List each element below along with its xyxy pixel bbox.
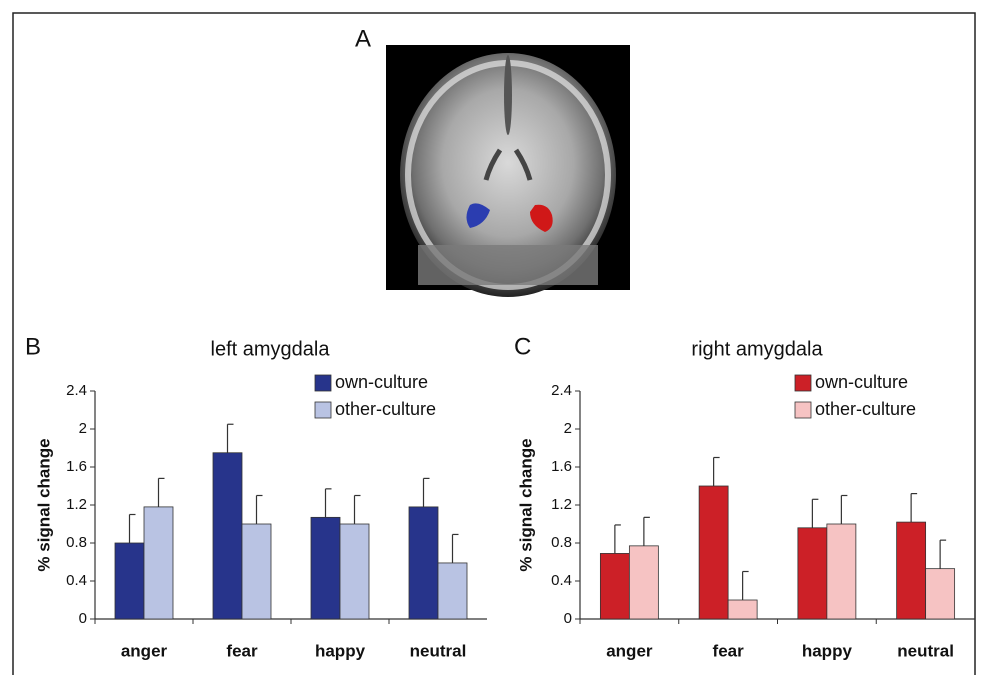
y-tick-label: 1.6 bbox=[551, 458, 572, 475]
y-axis-label: % signal change bbox=[34, 438, 53, 571]
legend-swatch bbox=[795, 402, 811, 418]
bar bbox=[728, 600, 757, 619]
brain-image bbox=[386, 45, 630, 297]
y-tick-label: 0.4 bbox=[66, 572, 87, 589]
y-tick-label: 0.4 bbox=[551, 572, 572, 589]
y-tick-label: 1.6 bbox=[66, 458, 87, 475]
legend-label: own-culture bbox=[335, 372, 428, 392]
bar bbox=[409, 507, 438, 619]
bar bbox=[926, 569, 955, 619]
bar bbox=[897, 522, 926, 619]
x-tick-label: neutral bbox=[410, 641, 467, 660]
y-axis-label: % signal change bbox=[516, 438, 535, 571]
legend-swatch bbox=[315, 375, 331, 391]
bar bbox=[311, 517, 340, 619]
panel-label: B bbox=[25, 333, 41, 360]
x-tick-label: fear bbox=[226, 641, 258, 660]
x-tick-label: anger bbox=[606, 641, 653, 660]
x-tick-label: neutral bbox=[897, 641, 954, 660]
y-tick-label: 0 bbox=[79, 610, 87, 627]
y-tick-label: 1.2 bbox=[551, 496, 572, 513]
bar bbox=[242, 524, 271, 619]
bar bbox=[699, 486, 728, 619]
panel-label: C bbox=[514, 333, 531, 360]
bar bbox=[115, 543, 144, 619]
bar bbox=[629, 546, 658, 619]
x-tick-label: happy bbox=[315, 641, 366, 660]
figure: A B C left amygdala % signal change 0 0.4 0.… bbox=[0, 0, 988, 675]
bar bbox=[600, 553, 629, 619]
bar bbox=[144, 507, 173, 619]
chart-title: left amygdala bbox=[211, 338, 331, 360]
x-tick-label: happy bbox=[802, 641, 853, 660]
y-tick-label: 1.2 bbox=[66, 496, 87, 513]
bar bbox=[798, 528, 827, 619]
bar bbox=[340, 524, 369, 619]
x-tick-label: anger bbox=[121, 641, 168, 660]
bar bbox=[213, 453, 242, 619]
legend-label: own-culture bbox=[815, 372, 908, 392]
legend-label: other-culture bbox=[815, 399, 916, 419]
y-tick-label: 0.8 bbox=[66, 534, 87, 551]
y-tick-label: 2 bbox=[79, 420, 87, 437]
y-tick-label: 2.4 bbox=[551, 382, 572, 399]
y-tick-label: 2.4 bbox=[66, 382, 87, 399]
bar bbox=[827, 524, 856, 619]
panel-label: A bbox=[355, 25, 371, 52]
chart-title: right amygdala bbox=[691, 338, 823, 360]
y-tick-label: 0 bbox=[564, 610, 572, 627]
y-tick-label: 0.8 bbox=[551, 534, 572, 551]
x-tick-label: fear bbox=[713, 641, 745, 660]
y-tick-label: 2 bbox=[564, 420, 572, 437]
legend-label: other-culture bbox=[335, 399, 436, 419]
legend-swatch bbox=[315, 402, 331, 418]
legend-swatch bbox=[795, 375, 811, 391]
bar bbox=[438, 563, 467, 619]
